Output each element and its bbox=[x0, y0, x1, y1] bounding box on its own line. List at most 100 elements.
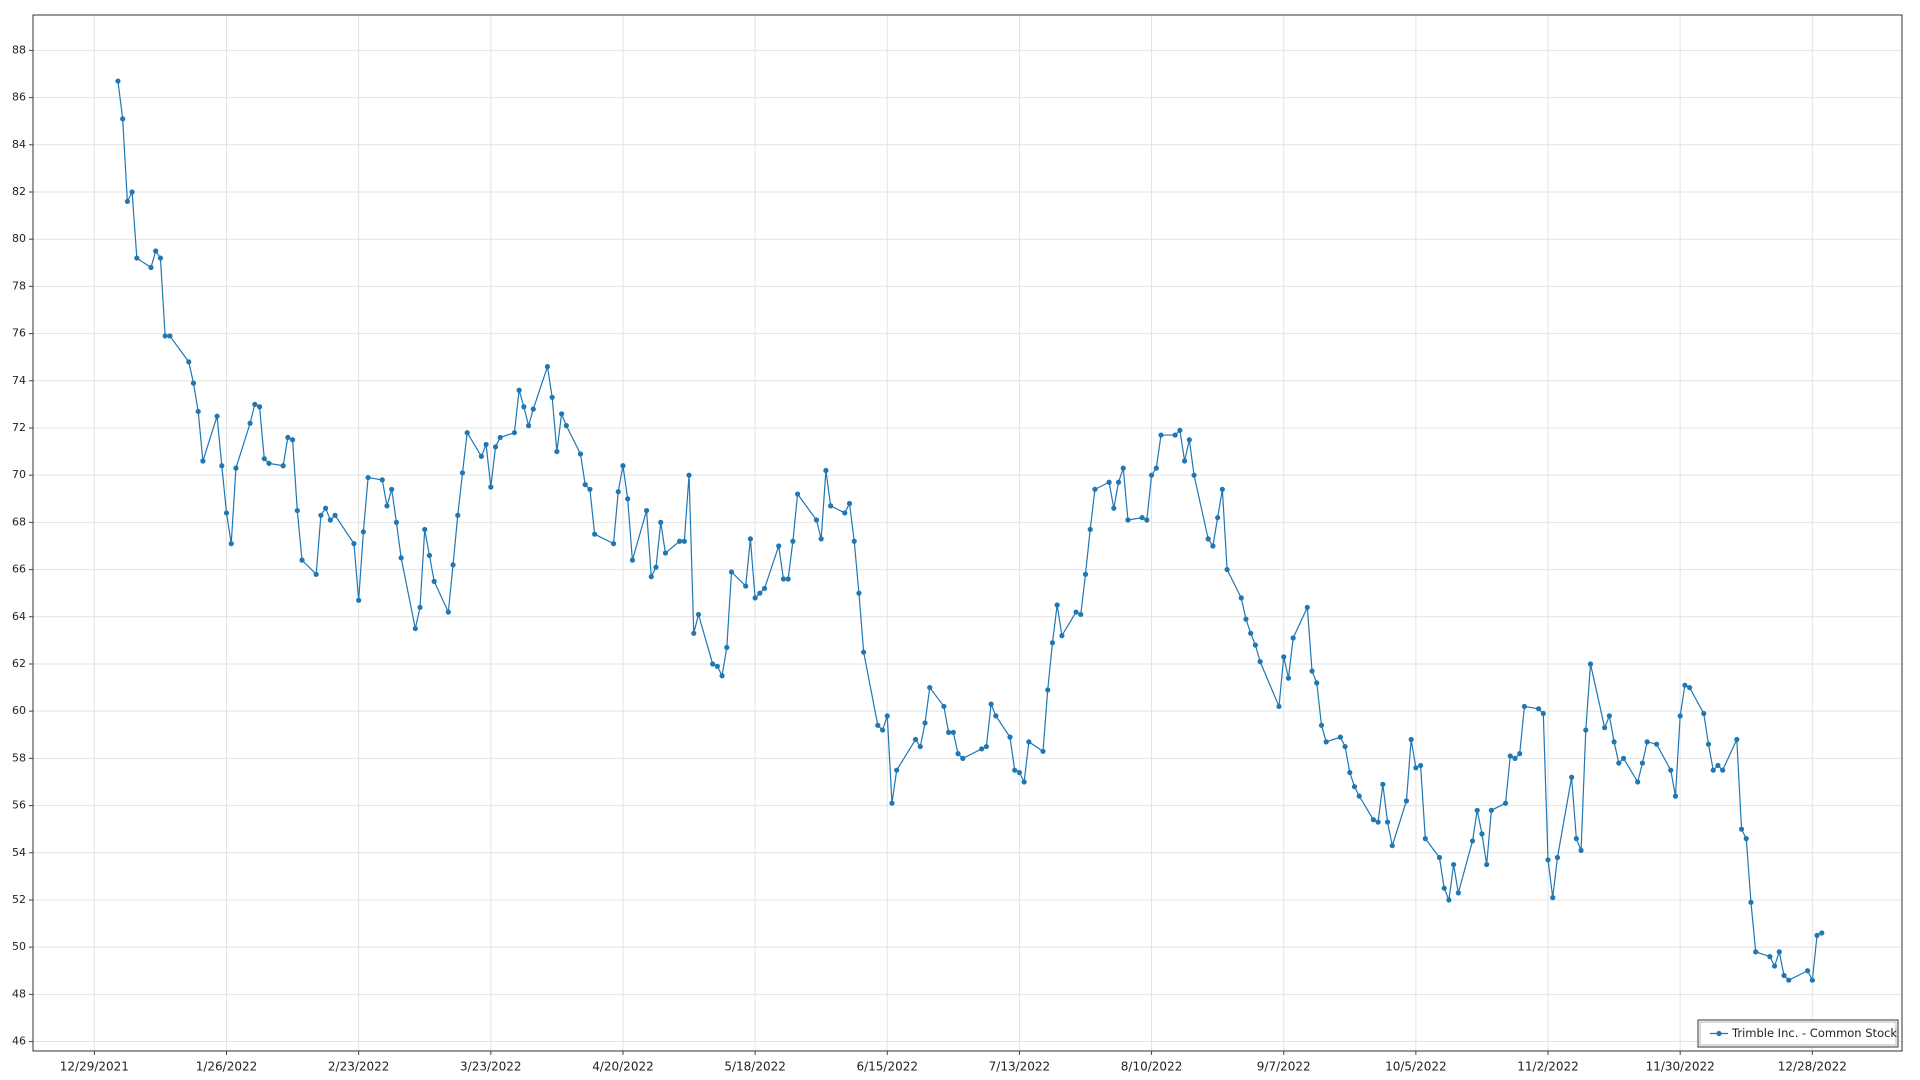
data-point bbox=[412, 625, 418, 632]
data-point bbox=[1710, 767, 1716, 773]
data-point bbox=[1314, 680, 1320, 686]
data-point bbox=[1715, 762, 1721, 769]
data-point bbox=[625, 496, 631, 502]
data-point bbox=[1323, 739, 1329, 745]
data-point bbox=[289, 437, 296, 443]
data-point bbox=[691, 630, 697, 636]
data-point bbox=[256, 404, 263, 410]
data-point bbox=[167, 333, 173, 339]
x-tick-label: 2/23/2022 bbox=[328, 1060, 390, 1074]
data-point bbox=[993, 713, 999, 719]
legend-marker bbox=[1716, 1030, 1722, 1037]
data-point bbox=[1186, 437, 1192, 443]
data-point bbox=[1474, 807, 1480, 813]
plot-border bbox=[32, 14, 1903, 1052]
data-point bbox=[1502, 800, 1509, 806]
data-point bbox=[445, 609, 451, 615]
data-point bbox=[610, 541, 617, 547]
data-point bbox=[761, 585, 768, 592]
legend: Trimble Inc. - Common Stock bbox=[1697, 1019, 1899, 1048]
data-point bbox=[658, 519, 664, 525]
data-point bbox=[1488, 807, 1494, 813]
data-point bbox=[1602, 725, 1608, 731]
data-point bbox=[780, 576, 787, 582]
data-point bbox=[776, 543, 782, 549]
data-point bbox=[719, 673, 725, 679]
data-point bbox=[653, 564, 659, 570]
data-point bbox=[483, 441, 489, 448]
data-point bbox=[365, 474, 371, 481]
data-point bbox=[1356, 793, 1362, 799]
data-point bbox=[875, 722, 881, 728]
data-point bbox=[261, 456, 267, 462]
data-point bbox=[318, 512, 324, 518]
data-point bbox=[266, 460, 272, 466]
y-tick-label: 62 bbox=[12, 657, 26, 670]
x-tick-label: 11/2/2022 bbox=[1517, 1060, 1579, 1074]
y-tick-label: 84 bbox=[12, 138, 26, 151]
data-point bbox=[1281, 654, 1287, 660]
data-point bbox=[1668, 767, 1674, 773]
data-point bbox=[946, 729, 952, 736]
data-point bbox=[1082, 571, 1089, 577]
data-point bbox=[124, 198, 130, 205]
data-point bbox=[450, 562, 456, 568]
data-point bbox=[398, 555, 404, 561]
data-point bbox=[1205, 536, 1211, 542]
data-point bbox=[757, 590, 763, 596]
data-point bbox=[1182, 458, 1188, 464]
data-point bbox=[917, 743, 923, 750]
data-point bbox=[710, 661, 716, 667]
data-point bbox=[1687, 684, 1693, 691]
data-point bbox=[1304, 604, 1310, 610]
data-point bbox=[941, 703, 947, 710]
data-point bbox=[1139, 515, 1145, 521]
data-point bbox=[1720, 767, 1726, 773]
data-point bbox=[1408, 736, 1414, 743]
data-point bbox=[422, 526, 428, 533]
data-point bbox=[1507, 753, 1513, 759]
data-point bbox=[1578, 847, 1584, 854]
data-point bbox=[983, 743, 989, 750]
data-point bbox=[1635, 779, 1641, 785]
data-point bbox=[1451, 861, 1457, 868]
data-point bbox=[856, 590, 862, 596]
data-point bbox=[521, 404, 527, 410]
data-point bbox=[478, 453, 484, 459]
data-point bbox=[214, 413, 220, 419]
data-point bbox=[1417, 762, 1424, 769]
y-tick-label: 76 bbox=[12, 327, 26, 340]
data-point bbox=[1819, 930, 1825, 936]
y-tick-label: 54 bbox=[12, 846, 26, 859]
data-point bbox=[1535, 706, 1542, 712]
y-tick-label: 66 bbox=[12, 563, 26, 576]
data-point bbox=[1644, 739, 1650, 745]
data-point bbox=[889, 800, 895, 806]
data-point bbox=[525, 423, 532, 429]
x-tick-label: 3/23/2022 bbox=[460, 1060, 522, 1074]
data-point bbox=[431, 578, 437, 584]
data-point bbox=[643, 507, 650, 514]
x-tick-label: 9/7/2022 bbox=[1257, 1060, 1311, 1074]
x-tick-label: 10/5/2022 bbox=[1385, 1060, 1447, 1074]
data-point bbox=[615, 489, 621, 495]
data-point bbox=[1290, 635, 1296, 641]
data-point bbox=[1148, 472, 1155, 478]
data-point bbox=[1469, 838, 1476, 844]
data-point bbox=[1347, 769, 1353, 776]
data-point bbox=[1748, 899, 1754, 905]
x-tick-label: 11/30/2022 bbox=[1646, 1060, 1715, 1074]
data-point bbox=[1337, 734, 1343, 740]
data-point bbox=[233, 465, 239, 471]
y-tick-label: 60 bbox=[12, 704, 26, 717]
y-tick-label: 46 bbox=[12, 1035, 26, 1048]
x-tick-label: 6/15/2022 bbox=[856, 1060, 918, 1074]
data-point bbox=[1767, 954, 1773, 960]
data-point bbox=[115, 78, 121, 84]
data-point bbox=[955, 751, 961, 757]
data-point bbox=[1620, 755, 1627, 761]
data-point bbox=[247, 420, 253, 426]
data-point bbox=[530, 406, 536, 412]
data-point bbox=[714, 663, 720, 669]
x-tick-label: 7/13/2022 bbox=[989, 1060, 1051, 1074]
